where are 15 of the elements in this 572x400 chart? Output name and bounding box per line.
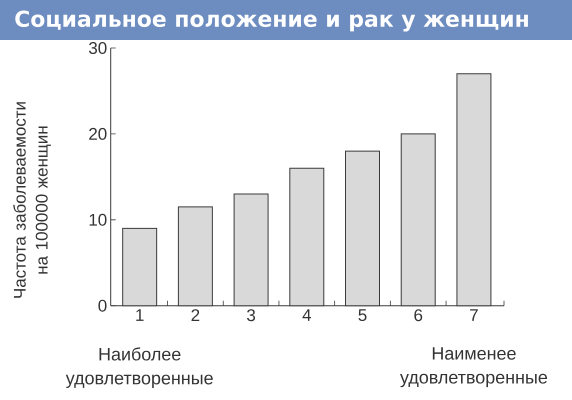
- x-tick-label: 7: [470, 309, 478, 321]
- y-axis-title: Частота заболеваемости на 100000 женщин: [13, 102, 51, 298]
- y-tick-label: 30: [88, 42, 107, 54]
- y-tick-label: 0: [98, 300, 107, 312]
- x-tick-label: 3: [247, 309, 256, 322]
- chart-title: Социальное положение и рак у женщин: [15, 10, 528, 32]
- y-tick-label: 10: [90, 214, 107, 226]
- x-tick-label: 2: [192, 309, 200, 322]
- x-tick-label: 1: [136, 309, 144, 321]
- text: Наименее удовлетворенные: [400, 347, 548, 388]
- text: Наиболее удовлетворенные: [66, 347, 213, 388]
- x-tick-label: 5: [358, 309, 366, 322]
- x-tick-label: 4: [302, 309, 312, 321]
- y-tick-label: 20: [89, 128, 107, 140]
- x-tick-label: 6: [414, 309, 422, 322]
